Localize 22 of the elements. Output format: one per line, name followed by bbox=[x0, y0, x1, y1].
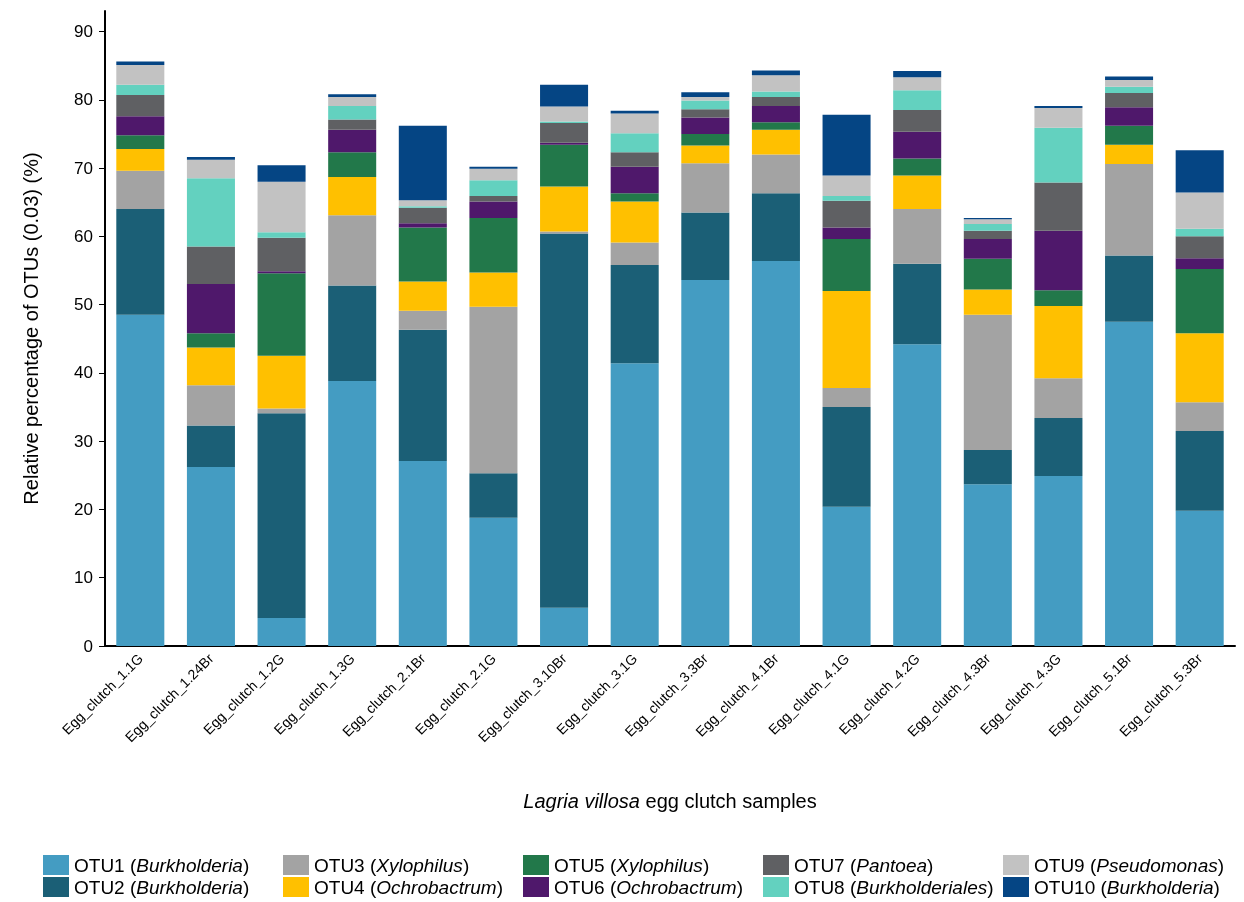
legend-label: OTU3 (Xylophilus) bbox=[314, 854, 470, 876]
y-tick-label: 60 bbox=[74, 226, 93, 246]
legend-label: OTU6 (Ochrobactrum) bbox=[554, 876, 743, 898]
y-tick-label: 80 bbox=[74, 90, 93, 110]
y-tick-label: 50 bbox=[74, 295, 93, 315]
y-tick-label: 90 bbox=[74, 21, 93, 41]
y-tick-label: 30 bbox=[74, 431, 93, 451]
legend-label: OTU2 (Burkholderia) bbox=[74, 876, 250, 898]
legend-label: OTU1 (Burkholderia) bbox=[74, 854, 250, 876]
y-tick-label: 20 bbox=[74, 499, 93, 519]
y-tick-label: 10 bbox=[74, 568, 93, 588]
legend-label: OTU8 (Burkholderiales) bbox=[794, 876, 994, 898]
x-axis-title: Lagria villosa egg clutch samples bbox=[523, 790, 817, 812]
y-tick-label: 70 bbox=[74, 158, 93, 178]
legend-label: OTU7 (Pantoea) bbox=[794, 854, 934, 876]
y-tick-label: 40 bbox=[74, 363, 93, 383]
y-axis-title: Relative percentage of OTUs (0.03) (%) bbox=[20, 152, 42, 505]
legend-label: OTU5 (Xylophilus) bbox=[554, 854, 710, 876]
legend-label: OTU9 (Pseudomonas) bbox=[1034, 854, 1225, 876]
legend-label: OTU4 (Ochrobactrum) bbox=[314, 876, 503, 898]
y-tick-label: 0 bbox=[83, 636, 93, 656]
legend-label: OTU10 (Burkholderia) bbox=[1034, 876, 1220, 898]
